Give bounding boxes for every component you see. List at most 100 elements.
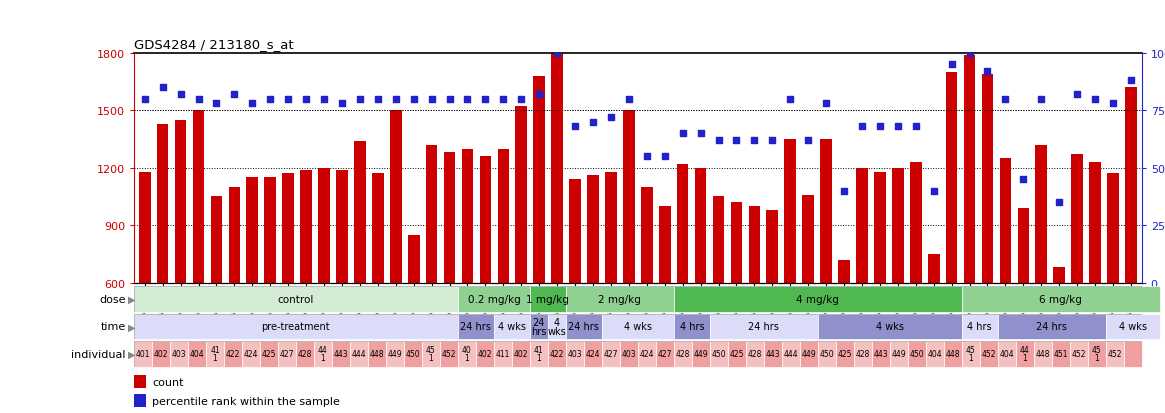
- Point: [746, 138, 764, 144]
- Text: 425: 425: [262, 349, 276, 358]
- Text: 401: 401: [136, 349, 150, 358]
- Bar: [605, 172, 616, 283]
- Text: 424: 424: [586, 349, 600, 358]
- Text: 4 wks: 4 wks: [1118, 322, 1146, 332]
- Point: [637, 154, 656, 160]
- Text: 427: 427: [603, 349, 619, 358]
- Text: 448: 448: [369, 349, 384, 358]
- Point: [243, 101, 262, 107]
- Bar: [782, 341, 800, 367]
- Bar: [910, 163, 922, 283]
- Text: 451: 451: [1053, 349, 1068, 358]
- Text: 452: 452: [981, 349, 996, 358]
- Bar: [242, 341, 260, 367]
- Point: [1086, 96, 1104, 103]
- Point: [906, 124, 925, 131]
- Bar: [1053, 268, 1065, 283]
- Text: 422: 422: [550, 349, 564, 358]
- Text: 450: 450: [712, 349, 726, 358]
- Bar: [1106, 314, 1159, 339]
- Bar: [301, 170, 312, 283]
- Point: [494, 96, 513, 103]
- Bar: [620, 341, 638, 367]
- Bar: [425, 145, 438, 283]
- Bar: [963, 56, 975, 283]
- Bar: [494, 314, 530, 339]
- Point: [315, 96, 333, 103]
- Bar: [656, 341, 673, 367]
- Text: 450: 450: [910, 349, 924, 358]
- Bar: [157, 124, 169, 283]
- Bar: [1000, 159, 1011, 283]
- Text: dose: dose: [99, 294, 126, 304]
- Point: [297, 96, 316, 103]
- Point: [1068, 92, 1087, 98]
- Point: [960, 50, 979, 57]
- Bar: [1089, 163, 1101, 283]
- Bar: [458, 341, 475, 367]
- Bar: [548, 314, 566, 339]
- Text: 427: 427: [657, 349, 672, 358]
- Bar: [475, 341, 494, 367]
- Bar: [713, 197, 725, 283]
- Point: [691, 131, 709, 137]
- Bar: [659, 206, 671, 283]
- Text: 24 hrs: 24 hrs: [460, 322, 492, 332]
- Text: individual: individual: [71, 349, 126, 359]
- Point: [1032, 96, 1051, 103]
- Text: 452: 452: [1072, 349, 1086, 358]
- Bar: [422, 341, 440, 367]
- Bar: [803, 195, 814, 283]
- Text: 403: 403: [621, 349, 636, 358]
- Text: 45
1: 45 1: [1092, 345, 1102, 363]
- Text: 428: 428: [855, 349, 870, 358]
- Bar: [871, 341, 890, 367]
- Bar: [530, 286, 566, 312]
- Bar: [368, 341, 386, 367]
- Point: [440, 96, 459, 103]
- Text: 44
1: 44 1: [318, 345, 327, 363]
- Bar: [892, 168, 904, 283]
- Point: [942, 62, 961, 69]
- Text: 424: 424: [243, 349, 259, 358]
- Bar: [282, 174, 294, 283]
- Bar: [458, 286, 530, 312]
- Text: 45
1: 45 1: [426, 345, 436, 363]
- Bar: [211, 197, 223, 283]
- Point: [799, 138, 818, 144]
- Text: 428: 428: [676, 349, 690, 358]
- Text: 41
1: 41 1: [210, 345, 220, 363]
- Bar: [584, 341, 602, 367]
- Bar: [386, 341, 404, 367]
- Bar: [962, 286, 1159, 312]
- Bar: [534, 76, 545, 283]
- Point: [171, 92, 190, 98]
- Bar: [623, 111, 635, 283]
- Point: [853, 124, 871, 131]
- Point: [458, 96, 476, 103]
- Text: 2 mg/kg: 2 mg/kg: [599, 294, 641, 304]
- Text: 452: 452: [442, 349, 457, 358]
- Bar: [997, 341, 1016, 367]
- Text: ▶: ▶: [128, 322, 135, 332]
- Text: 24
hrs: 24 hrs: [531, 317, 546, 336]
- Text: 402: 402: [154, 349, 168, 358]
- Point: [673, 131, 692, 137]
- Point: [656, 154, 675, 160]
- Text: time: time: [100, 322, 126, 332]
- Text: 40
1: 40 1: [463, 345, 472, 363]
- Point: [404, 96, 423, 103]
- Point: [548, 50, 566, 57]
- Point: [261, 96, 280, 103]
- Point: [1122, 78, 1141, 85]
- Text: GDS4284 / 213180_s_at: GDS4284 / 213180_s_at: [134, 38, 294, 51]
- Point: [601, 114, 620, 121]
- Point: [870, 124, 889, 131]
- Bar: [982, 75, 994, 283]
- Bar: [673, 286, 962, 312]
- Bar: [404, 341, 422, 367]
- Text: 404: 404: [190, 349, 204, 358]
- Text: 4 wks: 4 wks: [497, 322, 525, 332]
- Bar: [372, 174, 383, 283]
- Bar: [260, 341, 278, 367]
